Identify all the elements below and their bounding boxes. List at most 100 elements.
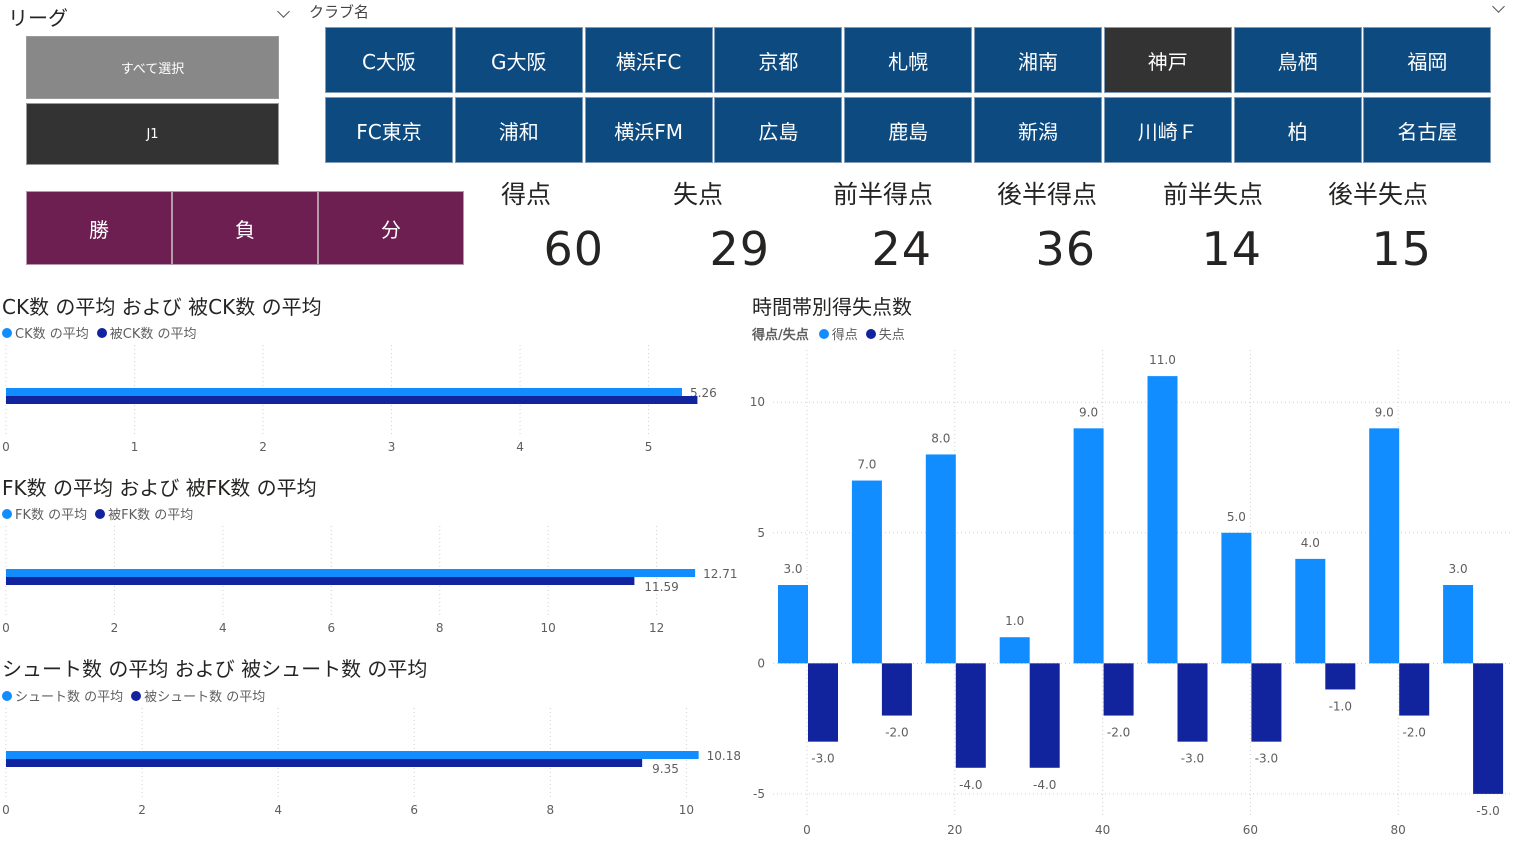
fk-bar-chart: 0 2 4 6 8 10 12 12.71 11.59 bbox=[2, 526, 737, 635]
legend-label: 失点 bbox=[878, 328, 905, 343]
legend-label: 得点 bbox=[831, 328, 858, 343]
club-button[interactable]: 横浜FC bbox=[584, 27, 713, 93]
goal-bar[interactable] bbox=[1073, 428, 1104, 664]
x-tick-label: 20 bbox=[947, 823, 962, 837]
goal-data-label: 3.0 bbox=[1449, 562, 1468, 576]
club-button[interactable]: 神戸 bbox=[1103, 27, 1232, 93]
club-chevron-down-icon[interactable] bbox=[1492, 0, 1505, 13]
legend-dot-icon bbox=[818, 328, 829, 339]
goal-bar[interactable] bbox=[1221, 532, 1252, 664]
club-button[interactable]: 福岡 bbox=[1363, 27, 1492, 93]
club-button[interactable]: 名古屋 bbox=[1363, 97, 1492, 163]
legend-item-shot[interactable]: シュート数 の平均 bbox=[2, 686, 123, 705]
bar[interactable] bbox=[6, 569, 696, 577]
result-button-label: 勝 bbox=[89, 217, 109, 242]
club-button-label: C大阪 bbox=[362, 49, 416, 74]
club-button[interactable]: 鳥栖 bbox=[1233, 27, 1362, 93]
conceded-bar[interactable] bbox=[1103, 663, 1134, 716]
x-tick-label: 3 bbox=[388, 440, 396, 454]
league-slicer-title: リーグ bbox=[8, 6, 68, 30]
conceded-bar[interactable] bbox=[1177, 663, 1208, 742]
x-tick-label: 60 bbox=[1243, 823, 1258, 837]
x-tick-label: 10 bbox=[541, 621, 556, 635]
win-button[interactable]: 勝 bbox=[26, 191, 172, 265]
club-button[interactable]: G大阪 bbox=[454, 27, 583, 93]
club-button[interactable]: 柏 bbox=[1233, 97, 1362, 163]
goal-bar[interactable] bbox=[999, 637, 1030, 664]
kpi-label: 前半失点 bbox=[1162, 180, 1263, 209]
conceded-data-label: -2.0 bbox=[1402, 726, 1425, 740]
club-button[interactable]: 広島 bbox=[714, 97, 843, 163]
data-label: 10.18 bbox=[707, 749, 740, 763]
conceded-bar[interactable] bbox=[1473, 663, 1504, 794]
goal-bar[interactable] bbox=[1369, 428, 1400, 664]
legend-item-opp-ck[interactable]: 被CK数 の平均 bbox=[96, 323, 197, 342]
club-button[interactable]: 京都 bbox=[714, 27, 843, 93]
goal-bar[interactable] bbox=[1295, 558, 1326, 664]
goal-bar[interactable] bbox=[1443, 585, 1474, 664]
kpi-value: 36 bbox=[1035, 222, 1096, 276]
conceded-data-label: -4.0 bbox=[959, 778, 982, 792]
conceded-bar[interactable] bbox=[1325, 663, 1356, 690]
club-button[interactable]: 札幌 bbox=[844, 27, 973, 93]
kpi-value: 14 bbox=[1201, 222, 1262, 276]
x-tick-label: 6 bbox=[410, 803, 418, 817]
club-button[interactable]: 湘南 bbox=[974, 27, 1102, 93]
draw-button[interactable]: 分 bbox=[318, 191, 464, 265]
bar[interactable] bbox=[6, 577, 635, 585]
legend-item-goals[interactable]: 得点 bbox=[818, 324, 858, 343]
club-button-label: 川崎Ｆ bbox=[1137, 119, 1198, 144]
conceded-data-label: -3.0 bbox=[1181, 752, 1204, 766]
goal-bar[interactable] bbox=[1147, 376, 1178, 664]
league-chevron-down-icon[interactable] bbox=[277, 5, 290, 18]
ck-bar-chart: 0 1 2 3 4 55.26 bbox=[2, 345, 717, 454]
goal-bar[interactable] bbox=[925, 454, 956, 664]
conceded-bar[interactable] bbox=[1251, 663, 1282, 742]
legend-item-fk[interactable]: FK数 の平均 bbox=[2, 504, 87, 523]
goal-bar[interactable] bbox=[778, 585, 808, 664]
club-button-label: 柏 bbox=[1287, 119, 1308, 144]
y-tick-label: -5 bbox=[753, 787, 765, 801]
legend-item-ck[interactable]: CK数 の平均 bbox=[2, 323, 89, 342]
club-button[interactable]: 川崎Ｆ bbox=[1103, 97, 1232, 163]
legend-dot-icon bbox=[2, 327, 12, 338]
conceded-data-label: -1.0 bbox=[1329, 699, 1352, 713]
league-j1-button[interactable]: J1 bbox=[26, 103, 279, 165]
x-tick-label: 6 bbox=[327, 621, 335, 635]
loss-button[interactable]: 負 bbox=[172, 191, 318, 265]
select-all-button[interactable]: すべて選択 bbox=[26, 36, 279, 99]
time-chart-title: 時間帯別得失点数 bbox=[752, 295, 912, 319]
legend-dot-icon bbox=[865, 328, 876, 339]
club-button[interactable]: FC東京 bbox=[325, 97, 453, 163]
bar[interactable] bbox=[6, 388, 683, 396]
conceded-bar[interactable] bbox=[808, 663, 838, 742]
club-button[interactable]: 横浜FM bbox=[584, 97, 713, 163]
conceded-bar[interactable] bbox=[955, 663, 986, 768]
goal-data-label: 11.0 bbox=[1149, 353, 1176, 367]
goal-bar[interactable] bbox=[851, 480, 882, 664]
legend-label: 被シュート数 の平均 bbox=[144, 690, 266, 705]
bar[interactable] bbox=[6, 759, 643, 767]
conceded-bar[interactable] bbox=[1399, 663, 1430, 716]
x-tick-label: 2 bbox=[138, 803, 146, 817]
y-tick-label: 10 bbox=[750, 395, 765, 409]
league-j1-label: J1 bbox=[146, 126, 159, 142]
club-button[interactable]: 鹿島 bbox=[844, 97, 973, 163]
bar[interactable] bbox=[6, 751, 699, 759]
bar[interactable] bbox=[6, 396, 698, 404]
x-tick-label: 8 bbox=[436, 621, 444, 635]
legend-item-conceded[interactable]: 失点 bbox=[865, 324, 905, 343]
club-button[interactable]: 浦和 bbox=[454, 97, 583, 163]
conceded-bar[interactable] bbox=[881, 663, 912, 716]
x-tick-label: 0 bbox=[2, 803, 10, 817]
conceded-data-label: -4.0 bbox=[1033, 778, 1056, 792]
kpi-label: 得点 bbox=[500, 180, 551, 209]
club-button[interactable]: C大阪 bbox=[325, 27, 453, 93]
legend-item-opp-shot[interactable]: 被シュート数 の平均 bbox=[131, 686, 265, 705]
club-button-label: 京都 bbox=[758, 49, 799, 74]
legend-item-opp-fk[interactable]: 被FK数 の平均 bbox=[95, 504, 193, 523]
club-button-label: 鳥栖 bbox=[1277, 49, 1318, 74]
result-button-label: 分 bbox=[381, 217, 401, 242]
club-button[interactable]: 新潟 bbox=[974, 97, 1102, 163]
conceded-bar[interactable] bbox=[1029, 663, 1060, 768]
